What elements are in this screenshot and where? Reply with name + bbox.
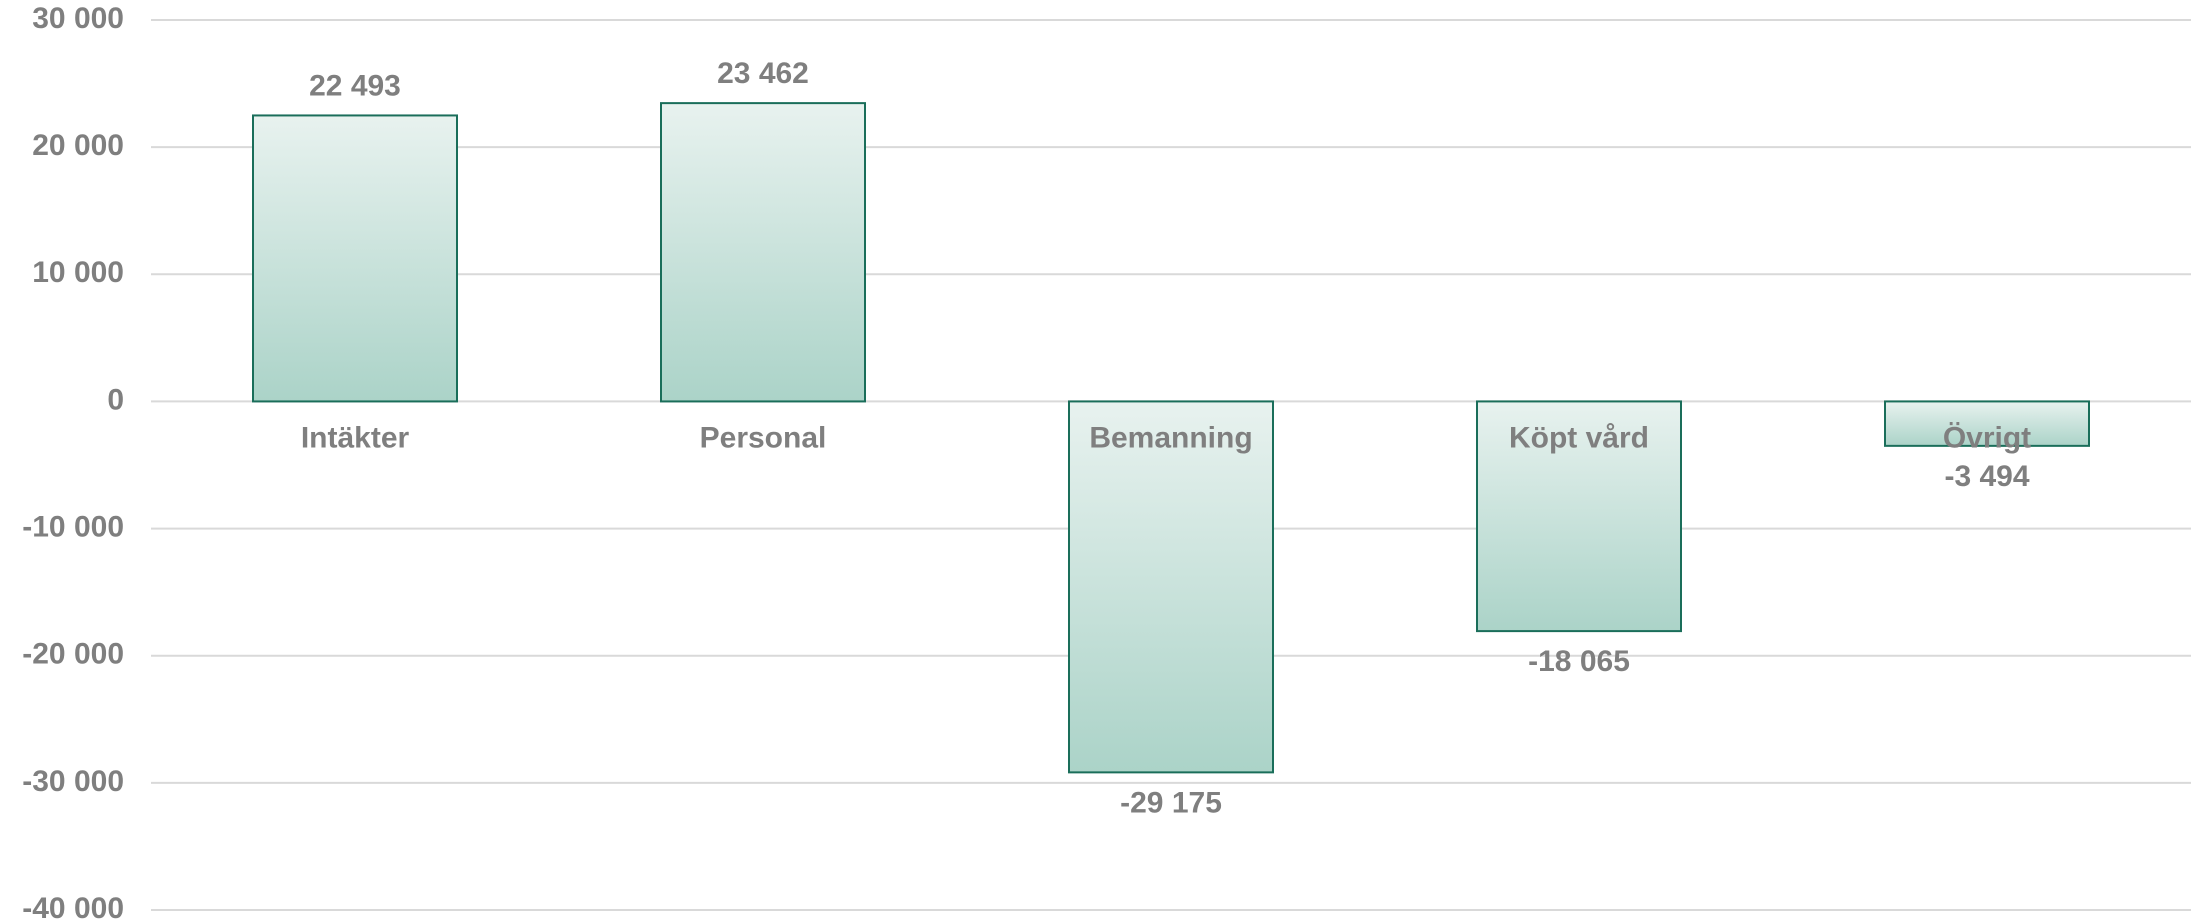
y-tick-label: -30 000 xyxy=(22,765,124,798)
value-label: -29 175 xyxy=(1120,786,1222,819)
bar xyxy=(1476,400,1682,633)
bar xyxy=(1884,400,2090,447)
x-tick-label: Köpt vård xyxy=(1509,421,1649,454)
y-tick-label: 10 000 xyxy=(32,256,124,289)
y-tick-label: 20 000 xyxy=(32,129,124,162)
x-tick-label: Personal xyxy=(700,421,827,454)
bar xyxy=(252,114,458,403)
y-tick-label: 30 000 xyxy=(32,2,124,35)
x-tick-label: Bemanning xyxy=(1089,421,1252,454)
y-tick-label: 0 xyxy=(107,383,124,416)
value-label: -18 065 xyxy=(1528,645,1630,678)
x-tick-label: Intäkter xyxy=(301,421,410,454)
y-tick-label: -40 000 xyxy=(22,892,124,924)
y-tick-label: -20 000 xyxy=(22,638,124,671)
bar xyxy=(660,102,866,403)
y-tick-label: -10 000 xyxy=(22,510,124,543)
value-label: 23 462 xyxy=(717,57,809,90)
x-tick-label: Övrigt xyxy=(1943,421,2031,454)
value-label: 22 493 xyxy=(309,69,401,102)
value-label: -3 494 xyxy=(1944,460,2029,493)
bar xyxy=(1068,400,1274,774)
